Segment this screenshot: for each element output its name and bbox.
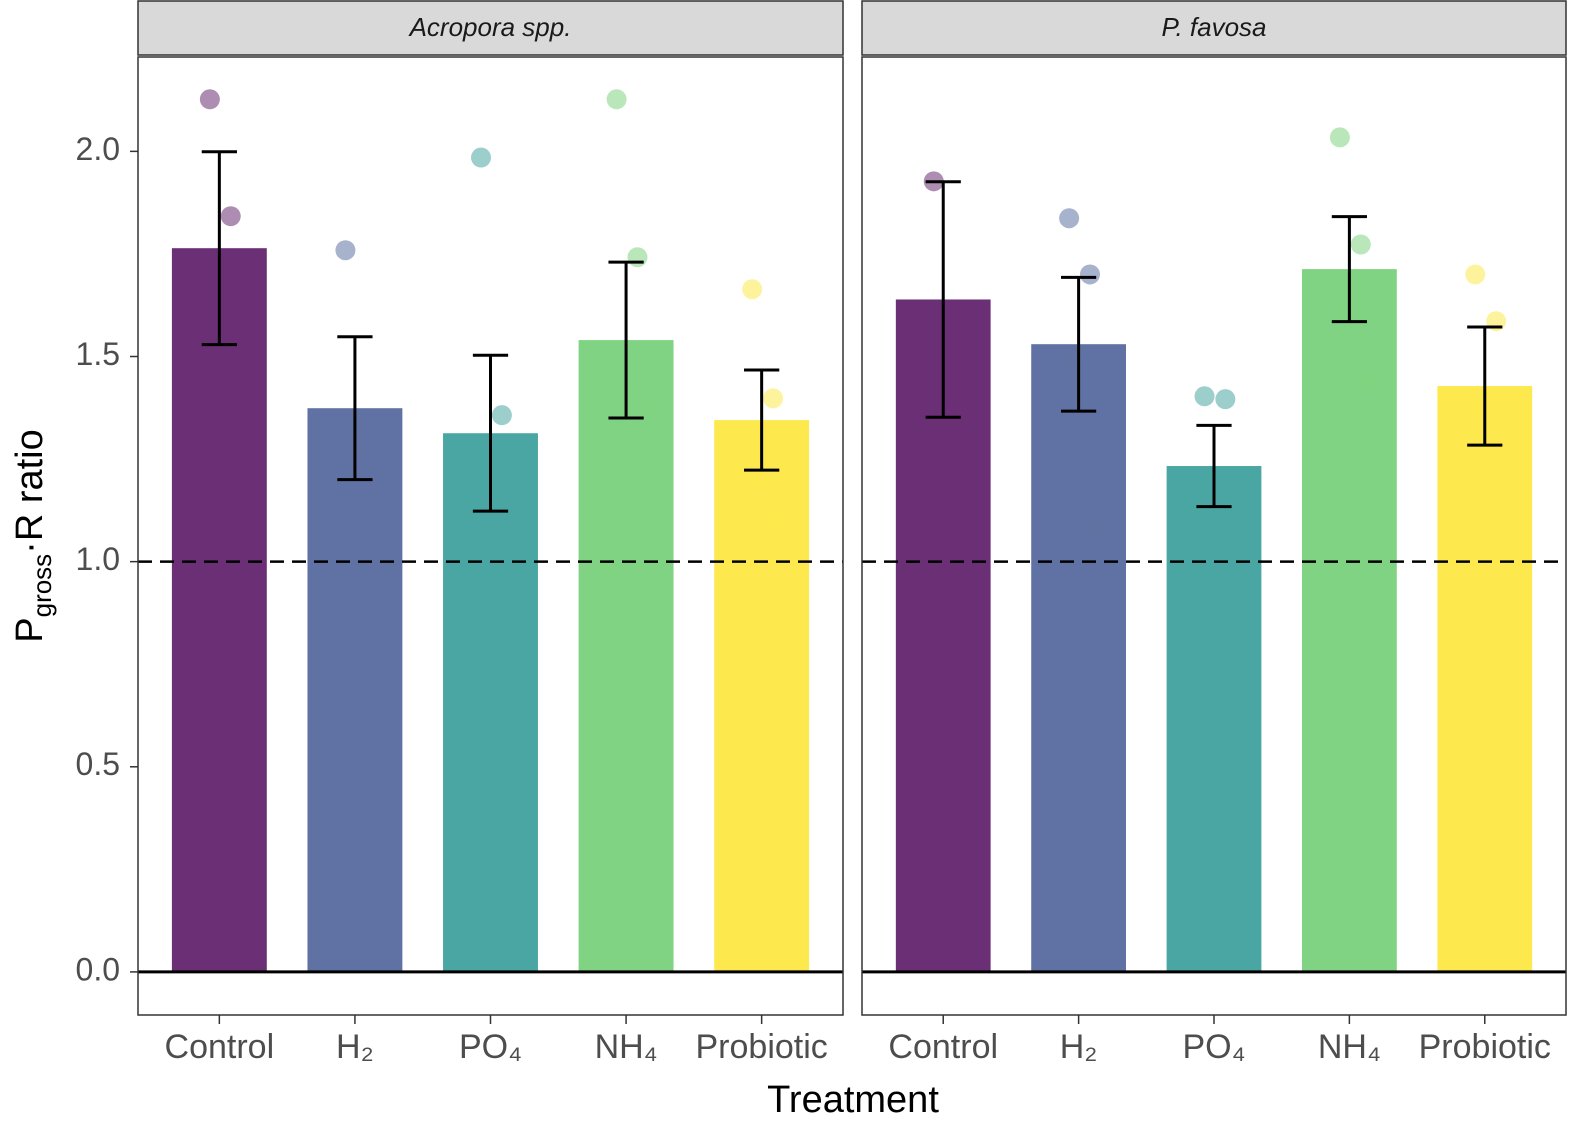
data-point (1329, 127, 1350, 148)
data-point (199, 89, 220, 110)
data-point (1493, 533, 1514, 554)
data-point (770, 505, 791, 526)
error-bar (744, 368, 780, 472)
y-label-rest: ·R ratio (9, 429, 51, 554)
bar (578, 340, 674, 972)
x-tick-label: Control (888, 1028, 998, 1066)
data-point (1200, 501, 1221, 522)
x-tick-label: Probiotic (696, 1028, 828, 1066)
error-bar (472, 353, 509, 513)
bar (1302, 269, 1397, 972)
data-point (1465, 264, 1486, 285)
data-point (220, 206, 241, 227)
y-tick-label: 1.5 (76, 336, 120, 372)
data-point (742, 279, 763, 300)
error-bar (608, 260, 644, 420)
data-point (1350, 234, 1371, 255)
data-point (1059, 208, 1080, 229)
bar (171, 248, 267, 972)
data-point (463, 625, 484, 646)
data-point (356, 437, 377, 458)
panel-border (861, 56, 1567, 1016)
x-tick-label: NH₄ (595, 1028, 658, 1066)
x-tick-label: PO₄ (459, 1028, 522, 1066)
data-point (1079, 264, 1100, 285)
data-point (606, 89, 627, 110)
y-tick-label: 0.0 (76, 951, 120, 987)
x-tick-label: Probiotic (1419, 1028, 1551, 1066)
y-axis-label: Pgross·R ratio (9, 429, 57, 643)
error-bar (337, 335, 373, 482)
data-point (499, 473, 520, 494)
x-tick-label: Control (165, 1028, 275, 1066)
strip-title: P. favosa (1161, 12, 1266, 42)
panel-border (137, 56, 844, 1016)
y-tick-label: 2.0 (76, 131, 120, 167)
data-point (1194, 386, 1215, 407)
data-point (491, 405, 512, 426)
bar (307, 408, 403, 972)
y-tick-label: 1.0 (76, 541, 120, 577)
error-bar (925, 180, 961, 419)
data-point (598, 560, 619, 581)
error-bar (1061, 275, 1097, 413)
strip-title: Acropora spp. (408, 12, 572, 42)
data-point (335, 240, 356, 261)
data-point (476, 462, 497, 483)
strip (137, 0, 844, 56)
strip (861, 0, 1567, 56)
bar (1166, 466, 1262, 972)
data-point (205, 418, 226, 439)
y-label-sub: gross (27, 554, 57, 618)
bar (1031, 344, 1126, 972)
data-point (1222, 544, 1243, 565)
data-point (763, 388, 784, 409)
x-tick-label: PO₄ (1182, 1028, 1245, 1066)
x-axis-label: Treatment (767, 1079, 939, 1121)
x-tick-label: H₂ (336, 1028, 374, 1066)
error-bar (201, 150, 237, 347)
data-point (341, 516, 362, 537)
data-point (612, 360, 633, 381)
y-tick-label: 0.5 (76, 746, 120, 782)
bar (714, 420, 810, 972)
y-label-main: P (9, 617, 51, 642)
data-point (1087, 516, 1108, 537)
data-point (627, 247, 648, 268)
bar (1437, 386, 1533, 972)
data-point (747, 468, 768, 489)
error-bar (1331, 215, 1367, 324)
x-tick-label: NH₄ (1318, 1028, 1381, 1066)
data-point (635, 394, 656, 415)
error-bar (1196, 423, 1232, 509)
data-point (1470, 397, 1491, 418)
data-point (1215, 389, 1236, 410)
error-bar (1467, 325, 1503, 447)
data-point (1064, 345, 1085, 366)
data-point (1335, 302, 1356, 323)
data-point (1358, 372, 1379, 393)
data-point (471, 147, 492, 168)
x-tick-label: H₂ (1060, 1028, 1098, 1066)
bar (443, 433, 538, 972)
